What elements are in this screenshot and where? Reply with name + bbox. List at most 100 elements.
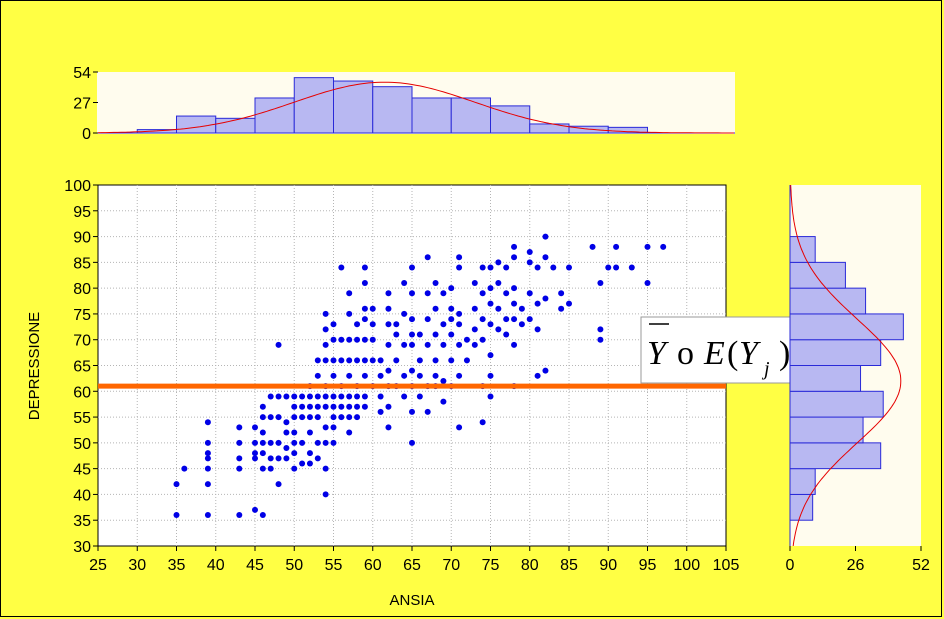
scatter-point bbox=[322, 393, 329, 400]
scatter-point bbox=[377, 408, 384, 415]
scatter-point bbox=[361, 336, 368, 343]
y-tick-label: 40 bbox=[73, 487, 91, 504]
scatter-point bbox=[385, 367, 392, 374]
scatter-point bbox=[526, 249, 533, 256]
scatter-point bbox=[558, 290, 565, 297]
scatter-point bbox=[346, 290, 353, 297]
x-tick-label: 25 bbox=[89, 557, 107, 574]
scatter-point bbox=[306, 414, 313, 421]
scatter-point bbox=[306, 429, 313, 436]
scatter-point bbox=[432, 357, 439, 364]
scatter-point bbox=[511, 254, 518, 261]
scatter-point bbox=[409, 264, 415, 271]
scatter-point bbox=[204, 512, 211, 519]
scatter-point bbox=[314, 357, 321, 364]
y-tick-label: 80 bbox=[73, 281, 91, 298]
scatter-point bbox=[306, 403, 313, 410]
x-tick-label: 35 bbox=[168, 557, 186, 574]
scatter-point bbox=[361, 279, 368, 286]
scatter-point bbox=[283, 393, 290, 400]
scatter-point bbox=[330, 424, 337, 431]
scatter-point bbox=[526, 316, 533, 323]
y-tick-label: 100 bbox=[64, 178, 91, 195]
right-histogram-bar bbox=[789, 339, 882, 367]
scatter-point bbox=[432, 279, 439, 286]
scatter-point bbox=[471, 326, 478, 333]
scatter-point bbox=[518, 305, 525, 312]
scatter-point bbox=[495, 259, 502, 266]
scatter-point bbox=[275, 481, 282, 488]
annotation-y: Y bbox=[739, 335, 761, 372]
scatter-point bbox=[511, 243, 518, 250]
scatter-point bbox=[409, 316, 415, 323]
scatter-point bbox=[518, 321, 525, 328]
scatter-point bbox=[487, 352, 494, 359]
x-tick-label: 105 bbox=[713, 557, 740, 574]
y-axis-title: DEPRESSIONE bbox=[26, 312, 43, 420]
right-histogram-bar bbox=[789, 313, 904, 341]
scatter-point bbox=[644, 243, 651, 250]
top-histogram-normal-curve bbox=[97, 81, 734, 134]
scatter-point bbox=[542, 295, 549, 302]
scatter-point bbox=[291, 429, 298, 436]
scatter-point bbox=[495, 326, 502, 333]
scatter-point bbox=[346, 393, 353, 400]
scatter-point bbox=[385, 341, 392, 348]
scatter-point bbox=[377, 393, 384, 400]
scatter-point bbox=[299, 439, 306, 446]
scatter-point bbox=[204, 481, 211, 488]
top-y-tick-label: 0 bbox=[82, 126, 91, 143]
x-tick-label: 65 bbox=[403, 557, 421, 574]
scatter-point bbox=[314, 439, 321, 446]
scatter-point bbox=[354, 403, 361, 410]
scatter-point bbox=[314, 455, 321, 462]
right-histogram-bar bbox=[789, 287, 867, 315]
right-histogram-bar bbox=[789, 236, 816, 263]
scatter-point bbox=[204, 450, 211, 457]
scatter-point bbox=[369, 357, 376, 364]
scatter-point bbox=[275, 414, 282, 421]
scatter-point bbox=[322, 310, 329, 317]
scatter-point bbox=[299, 393, 306, 400]
scatter-point bbox=[361, 403, 368, 410]
x-tick-label: 55 bbox=[325, 557, 343, 574]
scatter-point bbox=[401, 393, 408, 400]
right-histogram-bar bbox=[789, 442, 882, 470]
scatter-point bbox=[479, 336, 486, 343]
scatter-point bbox=[385, 403, 392, 410]
scatter-point bbox=[471, 279, 478, 286]
scatter-point bbox=[566, 264, 572, 271]
top-histogram-bar bbox=[254, 97, 295, 134]
scatter-point bbox=[322, 326, 329, 333]
scatter-point bbox=[456, 372, 463, 379]
scatter-plot: 25 30 35 40 45 50 55 60 65 70 75 80 85 90 95 100 105 303… bbox=[26, 178, 739, 609]
y-tick-label: 50 bbox=[73, 436, 91, 453]
scatter-point bbox=[644, 279, 651, 286]
scatter-point bbox=[511, 285, 518, 292]
scatter-point bbox=[534, 264, 541, 271]
scatter-point bbox=[369, 321, 376, 328]
scatter-point bbox=[448, 285, 455, 292]
scatter-point bbox=[487, 285, 494, 292]
scatter-point bbox=[259, 403, 266, 410]
scatter-point bbox=[401, 372, 408, 379]
scatter-point bbox=[306, 393, 313, 400]
right-histogram-bar bbox=[789, 261, 846, 289]
scatter-point bbox=[479, 316, 486, 323]
scatter-point bbox=[252, 439, 258, 446]
scatter-point bbox=[361, 372, 368, 379]
scatter-point bbox=[479, 264, 486, 271]
right-x-tick-label: 0 bbox=[786, 557, 795, 574]
right-histogram-bar bbox=[789, 365, 862, 392]
scatter-point bbox=[526, 259, 533, 266]
annotation-e: E bbox=[703, 335, 725, 372]
x-tick-label: 45 bbox=[246, 557, 264, 574]
y-tick-label: 85 bbox=[73, 255, 91, 272]
scatter-point bbox=[314, 414, 321, 421]
right-histogram-normal-curve bbox=[790, 184, 902, 547]
scatter-point bbox=[377, 357, 384, 364]
scatter-point bbox=[322, 403, 329, 410]
y-tick-label: 30 bbox=[73, 539, 91, 556]
scatter-point bbox=[456, 264, 463, 271]
scatter-point bbox=[385, 305, 392, 312]
